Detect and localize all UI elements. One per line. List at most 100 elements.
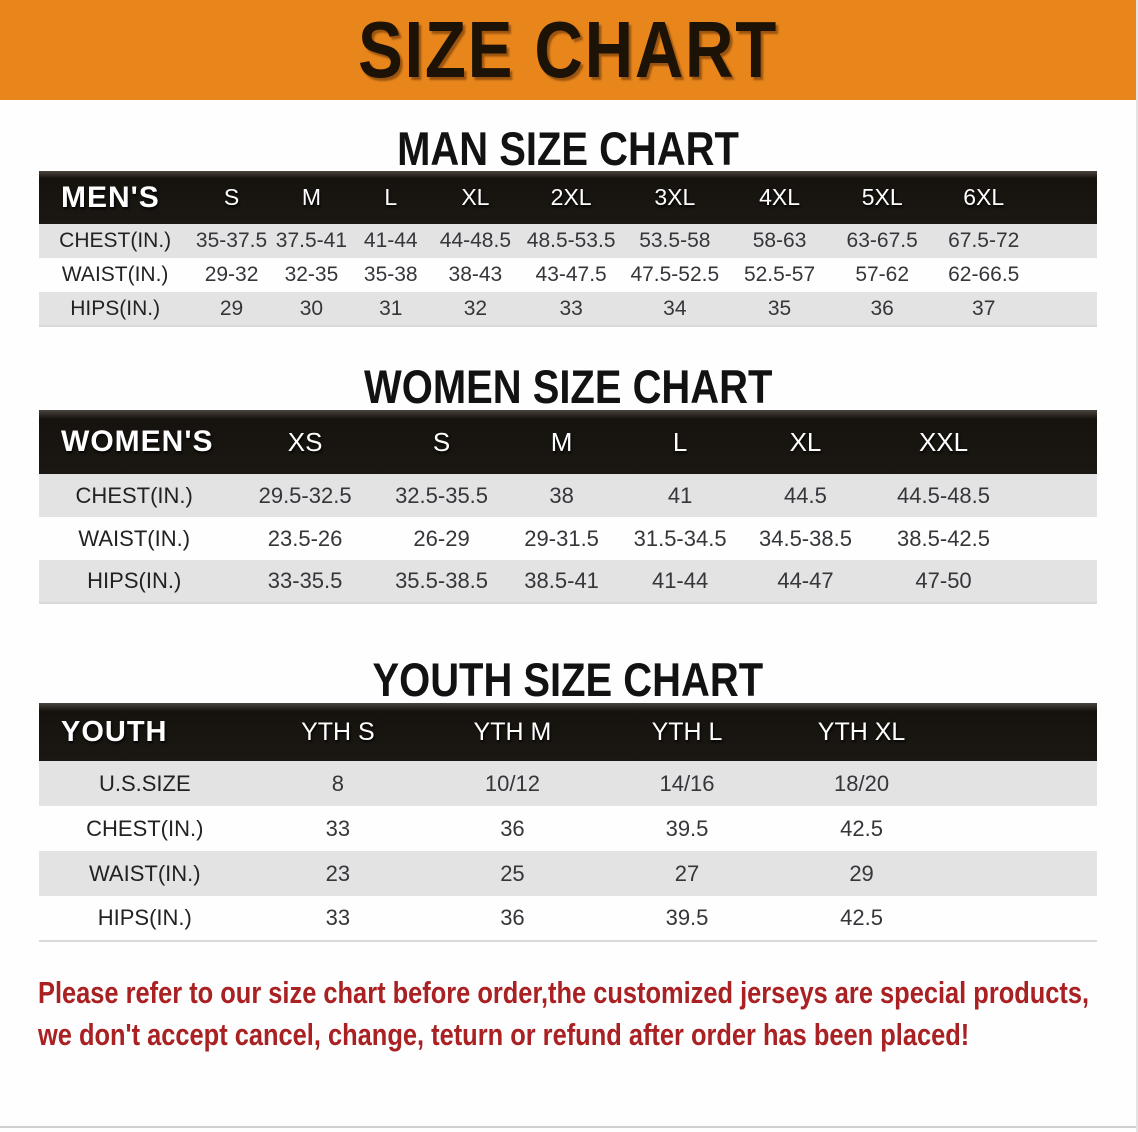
value-cell: 32.5-35.5: [380, 474, 503, 517]
measurement-row: WAIST(IN.) 29-32 32-35 35-38 38-43 43-47.5 47.…: [39, 258, 1097, 292]
value-cell: 44-48.5: [430, 224, 521, 258]
size-header-cell: XXL: [871, 410, 1016, 474]
disclaimer-line-2: we don't accept cancel, change, teturn o…: [38, 1017, 970, 1052]
value-cell: 23.5-26: [229, 517, 381, 560]
youth-section-heading: YOUTH SIZE CHART: [0, 653, 1136, 706]
value-cell: 29: [191, 292, 272, 326]
value-cell: 33: [250, 806, 426, 851]
value-cell: 48.5-53.5: [520, 224, 622, 258]
value-cell: 36: [831, 292, 933, 326]
measurement-row: WAIST(IN.) 23.5-26 26-29 29-31.5 31.5-34.5 34…: [39, 517, 1097, 560]
value-cell: 26-29: [380, 517, 503, 560]
youth-size-table: YOUTH YTH S YTH M YTH L YTH XL U.S.SIZE 8 10/12…: [39, 703, 1097, 942]
value-cell: 58-63: [727, 224, 832, 258]
youth-section: YOUTH SIZE CHART YOUTH YTH S YTH M YTH L YTH…: [0, 653, 1136, 942]
row-label-cell: WAIST(IN.): [39, 517, 230, 560]
value-cell: 39.5: [599, 896, 775, 941]
row-label-cell: WAIST(IN.): [39, 258, 192, 292]
row-label-cell: HIPS(IN.): [39, 560, 230, 603]
measurement-row: HIPS(IN.) 29 30 31 32 33 34 35 36 37: [39, 292, 1097, 326]
measurement-row: HIPS(IN.) 33-35.5 35.5-38.5 38.5-41 41-44 44-…: [39, 560, 1097, 603]
value-cell: 47-50: [871, 560, 1016, 603]
spacer-cell: [1015, 410, 1097, 474]
measurement-row: CHEST(IN.) 33 36 39.5 42.5: [39, 806, 1097, 851]
value-cell: 37: [932, 292, 1035, 326]
youth-section-heading-text: YOUTH SIZE CHART: [372, 653, 764, 706]
size-header-cell: XS: [229, 410, 381, 474]
value-cell: 10/12: [425, 761, 600, 806]
men-section: MAN SIZE CHART MEN'S S M L XL 2XL 3XL 4XL 5XL 6XL…: [0, 122, 1136, 327]
measurement-row: HIPS(IN.) 33 36 39.5 42.5: [39, 896, 1097, 941]
row-label-cell: CHEST(IN.): [39, 806, 251, 851]
men-section-heading-text: MAN SIZE CHART: [397, 122, 739, 175]
value-cell: 35.5-38.5: [380, 560, 503, 603]
value-cell: 32: [430, 292, 521, 326]
measurement-row: CHEST(IN.) 35-37.5 37.5-41 41-44 44-48.5 48.5…: [39, 224, 1097, 258]
value-cell: 38-43: [430, 258, 521, 292]
size-header-cell: 5XL: [831, 171, 933, 224]
spacer-cell: [1015, 474, 1097, 517]
value-cell: 31.5-34.5: [620, 517, 740, 560]
row-label-cell: U.S.SIZE: [39, 761, 251, 806]
size-header-cell: YTH S: [250, 703, 426, 761]
spacer-cell: [1034, 224, 1097, 258]
value-cell: 37.5-41: [271, 224, 352, 258]
value-cell: 38.5-42.5: [871, 517, 1016, 560]
size-header-cell: YTH L: [599, 703, 775, 761]
value-cell: 18/20: [774, 761, 949, 806]
value-cell: 42.5: [774, 806, 949, 851]
value-cell: 53.5-58: [621, 224, 728, 258]
spacer-cell: [1015, 517, 1097, 560]
bottom-edge-divider: [0, 1126, 1136, 1128]
row-label-cell: HIPS(IN.): [39, 896, 251, 941]
page-title: SIZE CHART: [358, 5, 778, 94]
row-label-cell: CHEST(IN.): [39, 474, 230, 517]
men-section-heading: MAN SIZE CHART: [0, 122, 1136, 175]
banner: SIZE CHART: [0, 0, 1136, 100]
value-cell: 33: [520, 292, 622, 326]
header-row: MEN'S S M L XL 2XL 3XL 4XL 5XL 6XL: [39, 171, 1097, 224]
row-label-cell: WAIST(IN.): [39, 851, 251, 896]
value-cell: 23: [250, 851, 426, 896]
womens-size-table: WOMEN'S XS S M L XL XXL CHEST(IN.) 29.5-32.5 32.5…: [39, 410, 1097, 604]
size-header-cell: YTH XL: [774, 703, 949, 761]
size-header-cell: YTH M: [425, 703, 600, 761]
spacer-cell: [948, 761, 1097, 806]
value-cell: 63-67.5: [831, 224, 933, 258]
value-cell: 30: [271, 292, 352, 326]
value-cell: 36: [425, 806, 600, 851]
size-header-cell: 6XL: [932, 171, 1035, 224]
measurement-row: CHEST(IN.) 29.5-32.5 32.5-35.5 38 41 44.5 44.5…: [39, 474, 1097, 517]
value-cell: 67.5-72: [932, 224, 1035, 258]
value-cell: 42.5: [774, 896, 949, 941]
value-cell: 41-44: [351, 224, 431, 258]
spacer-cell: [948, 806, 1097, 851]
size-header-cell: XL: [739, 410, 872, 474]
size-header-cell: M: [271, 171, 352, 224]
header-row: WOMEN'S XS S M L XL XXL: [39, 410, 1097, 474]
value-cell: 38: [502, 474, 621, 517]
value-cell: 29.5-32.5: [229, 474, 381, 517]
value-cell: 44.5: [739, 474, 872, 517]
women-section-heading-text: WOMEN SIZE CHART: [363, 360, 773, 413]
size-header-cell: L: [351, 171, 431, 224]
size-header-cell: L: [620, 410, 740, 474]
value-cell: 52.5-57: [727, 258, 832, 292]
table-title-cell: MEN'S: [39, 171, 192, 224]
mens-size-table: MEN'S S M L XL 2XL 3XL 4XL 5XL 6XL CHEST(IN.) 35-37…: [39, 171, 1097, 327]
size-header-cell: 3XL: [621, 171, 728, 224]
value-cell: 32-35: [271, 258, 352, 292]
spacer-cell: [1015, 560, 1097, 603]
row-label-cell: HIPS(IN.): [39, 292, 192, 326]
value-cell: 34: [621, 292, 728, 326]
value-cell: 33: [250, 896, 426, 941]
value-cell: 38.5-41: [502, 560, 621, 603]
value-cell: 57-62: [831, 258, 933, 292]
value-cell: 29-32: [191, 258, 272, 292]
value-cell: 31: [351, 292, 431, 326]
spacer-cell: [1034, 258, 1097, 292]
value-cell: 44.5-48.5: [871, 474, 1016, 517]
value-cell: 41-44: [620, 560, 740, 603]
size-header-cell: 4XL: [727, 171, 832, 224]
